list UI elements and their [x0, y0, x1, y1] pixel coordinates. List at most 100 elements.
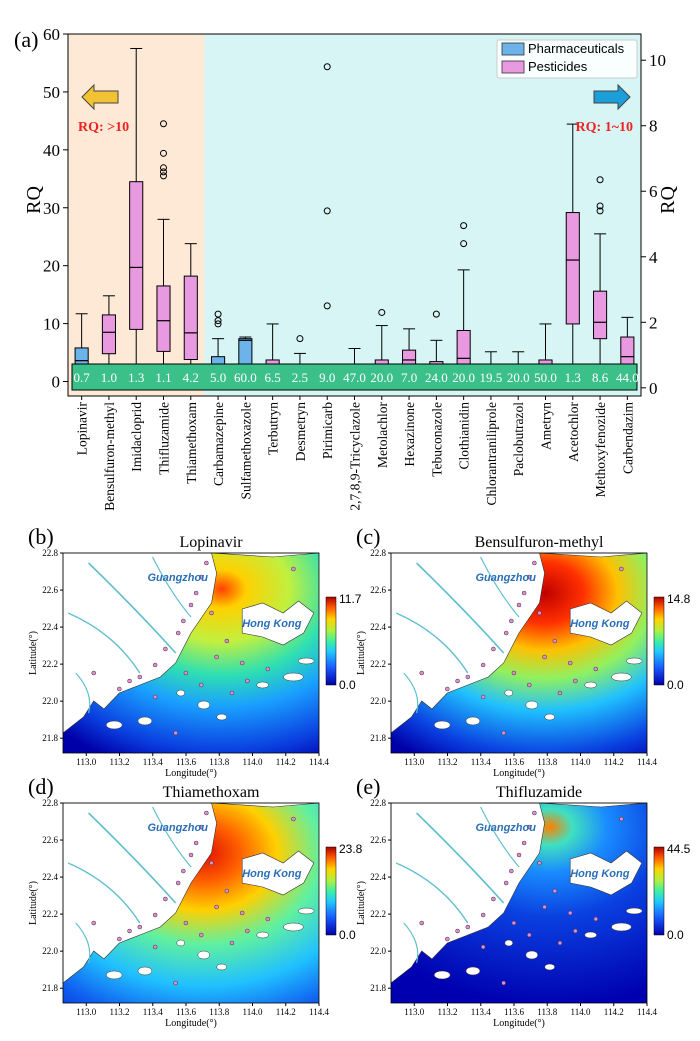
y-tick-label: 22.4 — [370, 872, 386, 882]
x-tick-label: Imidacloprid — [129, 402, 144, 472]
x-tick-label: Acetochlor — [566, 402, 581, 462]
island — [297, 657, 315, 665]
sampling-site — [526, 932, 532, 938]
x-tick-label: 113.8 — [209, 757, 229, 767]
sampling-site — [204, 560, 209, 566]
y-tick-label: 21.8 — [370, 983, 386, 993]
land-mass — [62, 802, 320, 984]
sampling-site — [229, 940, 235, 946]
hong-kong-land — [569, 600, 643, 646]
box-thiamethoxam — [183, 243, 198, 381]
river-line — [75, 672, 91, 714]
island — [465, 966, 481, 976]
y-axis-label: Latitude(°) — [28, 631, 39, 675]
y-tick-label: 22.0 — [370, 946, 386, 956]
x-tick-label: 113.4 — [143, 757, 163, 767]
y-tick-label: 22.4 — [370, 622, 386, 632]
sampling-site — [188, 602, 194, 608]
left-tick-label: 30 — [43, 199, 60, 218]
outlier-point — [296, 335, 304, 343]
x-tick-label: Sulfamethoxazole — [238, 402, 253, 499]
x-tick-label: Pirimicarb — [320, 402, 335, 459]
x-tick-label: 113.0 — [76, 1007, 96, 1017]
box-iqr — [593, 290, 608, 340]
river-line — [152, 806, 192, 868]
colorbar — [653, 596, 665, 686]
x-axis-label: Longitude(°) — [493, 768, 545, 779]
hong-kong-land — [241, 600, 315, 646]
outlier-point — [460, 222, 468, 230]
sampling-site — [91, 670, 96, 676]
sampling-site — [198, 932, 204, 938]
map-title: Lopinavir — [179, 534, 243, 551]
colorbar-max-label: 11.7 — [339, 592, 362, 606]
sampling-site — [480, 694, 486, 700]
sampling-site — [198, 574, 204, 580]
x-tick-label: 113.6 — [176, 757, 196, 767]
river-line — [480, 556, 520, 618]
city-label-hong-kong: Hong Kong — [242, 868, 302, 880]
colorbar-max-label: 23.8 — [339, 842, 363, 856]
x-tick-label: Tebuconazole — [429, 402, 444, 477]
river-line — [403, 672, 419, 714]
sampling-site — [445, 686, 450, 692]
x-tick-label: 113.6 — [504, 1007, 524, 1017]
sampling-site — [137, 674, 143, 680]
outlier-point — [214, 317, 222, 325]
island — [625, 657, 643, 665]
x-tick-label: 113.4 — [471, 757, 491, 767]
river-line — [152, 556, 192, 618]
outlier-point — [160, 149, 167, 157]
right-tick-label: 10 — [649, 51, 666, 70]
box-iqr — [129, 181, 144, 330]
sampling-site — [532, 560, 537, 566]
sampling-site — [117, 686, 122, 692]
city-label-hong-kong: Hong Kong — [570, 868, 630, 880]
map-frame — [390, 802, 648, 1004]
x-tick-label: 114.0 — [571, 1007, 591, 1017]
outlier-point — [596, 176, 604, 184]
y-tick-label: 22.2 — [42, 659, 58, 669]
left-y-axis: 0 10 20 30 40 50 60 — [43, 25, 68, 392]
detection-frequency-value: 6.5 — [265, 370, 281, 385]
sampling-site — [175, 630, 181, 636]
y-tick-label: 22.8 — [370, 548, 386, 558]
island — [256, 681, 269, 689]
sampling-site — [127, 678, 132, 684]
detection-frequency-value: 20.0 — [507, 370, 530, 385]
detection-frequency-value: 50.0 — [534, 370, 557, 385]
map-title: Bensulfuron-methyl — [475, 534, 604, 551]
outlier-point — [596, 207, 604, 215]
y-tick-label: 22.6 — [370, 585, 386, 595]
river-line — [416, 562, 505, 654]
box-iqr — [156, 285, 171, 352]
x-tick-label: Ametryn — [539, 402, 554, 450]
sampling-site — [173, 980, 178, 986]
y-tick-label: 22.0 — [370, 696, 386, 706]
x-tick-label: Lopinavir — [75, 402, 90, 456]
panel-label: (d) — [28, 774, 54, 799]
city-label-guangzhou: Guangzhou — [147, 572, 208, 584]
detection-frequency-value: 47.0 — [343, 370, 366, 385]
island — [465, 716, 481, 726]
sampling-site — [265, 916, 271, 922]
island — [611, 922, 632, 932]
island — [176, 939, 186, 947]
island — [216, 963, 227, 971]
sampling-site — [181, 868, 186, 874]
right-tick-label: 4 — [649, 248, 658, 267]
legend-swatch-pesticide — [501, 60, 525, 74]
y-tick-label: 22.6 — [42, 585, 58, 595]
river-line — [403, 922, 419, 964]
sampling-site — [445, 936, 450, 942]
box-acetochlor — [565, 123, 580, 371]
outlier-point — [323, 63, 331, 71]
x-tick-label: 114.2 — [604, 1007, 624, 1017]
sampling-site — [193, 590, 199, 596]
sampling-site — [557, 690, 563, 696]
sampling-site — [291, 566, 296, 572]
sampling-site — [181, 618, 186, 624]
island — [584, 931, 597, 939]
y-axis-label: Latitude(°) — [356, 631, 367, 675]
